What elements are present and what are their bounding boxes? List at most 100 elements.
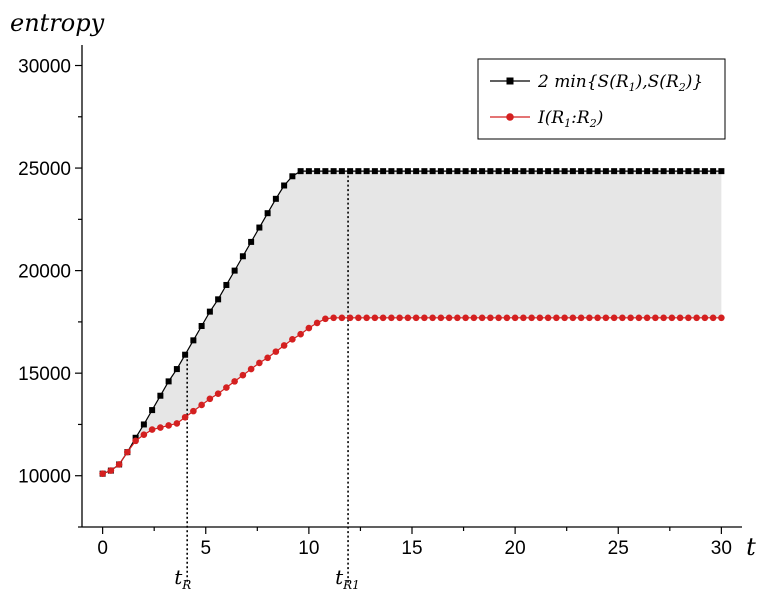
data-point-square [256, 224, 263, 231]
data-point-square [314, 168, 321, 175]
x-tick-label: 30 [711, 538, 732, 559]
legend-label-red-sub2: 2 [589, 117, 597, 130]
data-point-circle [619, 314, 626, 322]
data-point-square [206, 308, 213, 315]
data-point-circle [610, 314, 618, 322]
data-point-circle [421, 314, 428, 322]
data-point-square [190, 337, 197, 344]
data-point-square [223, 281, 230, 288]
data-point-circle [264, 354, 271, 362]
data-point-circle [124, 448, 131, 456]
data-point-circle [165, 422, 172, 429]
data-point-square [710, 168, 717, 175]
data-point-circle [495, 314, 502, 322]
data-point-circle [511, 314, 519, 322]
data-point-circle [379, 314, 387, 322]
data-point-circle [371, 314, 379, 322]
data-point-square [693, 168, 700, 175]
data-point-square [421, 168, 428, 175]
data-point-circle [140, 431, 148, 439]
data-point-circle [718, 314, 725, 322]
data-point-square [652, 168, 659, 175]
data-point-square [503, 168, 510, 175]
legend-label-black: 2 min{S(R1),S(R2)} [537, 72, 703, 94]
data-point-circle [330, 314, 337, 322]
data-point-square [305, 168, 312, 175]
vertical-marker-subscript-0: R [181, 578, 191, 592]
data-point-square [437, 168, 444, 175]
legend-square-marker [506, 77, 514, 85]
legend-label-red-a: I(R [537, 108, 564, 128]
data-point-circle [569, 314, 577, 322]
shaded-area [102, 171, 722, 474]
data-point-circle [668, 314, 676, 322]
data-point-circle [198, 401, 205, 409]
data-point-circle [404, 314, 412, 322]
data-point-circle [660, 314, 667, 322]
data-point-circle [297, 330, 304, 338]
data-point-square [545, 168, 552, 175]
y-tick-label: 30000 [18, 57, 71, 78]
data-point-square [578, 168, 585, 175]
data-point-circle [536, 314, 544, 322]
legend: 2 min{S(R1),S(R2)} I(R1:R2) [477, 58, 726, 140]
data-point-square [363, 168, 370, 175]
series-layer [99, 168, 725, 477]
data-point-circle [173, 420, 181, 427]
data-point-circle [115, 461, 123, 468]
data-point-circle [701, 314, 709, 322]
data-point-circle [107, 467, 115, 474]
legend-label-black-b: ),S(R [635, 72, 679, 92]
data-point-square [198, 322, 205, 329]
data-point-square [347, 168, 354, 175]
data-point-circle [355, 314, 362, 322]
data-point-circle [412, 314, 420, 322]
data-point-circle [99, 470, 106, 477]
x-tick-label: 20 [505, 538, 526, 559]
data-point-circle [594, 314, 601, 322]
x-axis-title: t [746, 533, 756, 561]
data-point-square [149, 407, 156, 414]
x-tick-label: 15 [401, 538, 422, 559]
data-point-square [388, 168, 395, 175]
shaded-region [102, 171, 722, 474]
data-point-square [231, 267, 238, 274]
data-point-square [239, 253, 246, 260]
data-point-square [281, 182, 288, 189]
vertical-marker-letter-1: t [335, 565, 344, 589]
data-point-square [594, 168, 601, 175]
legend-entry-red: I(R1:R2) [490, 108, 603, 130]
y-tick-label: 10000 [18, 467, 71, 488]
legend-label-red-c: ) [596, 108, 604, 128]
data-point-circle [157, 424, 164, 431]
data-point-circle [693, 314, 700, 322]
data-point-circle [223, 384, 230, 391]
series-line-0 [102, 170, 722, 475]
y-axis-title: entropy [10, 9, 105, 37]
data-point-square [660, 168, 667, 175]
data-point-circle [561, 314, 568, 322]
data-point-square [371, 168, 378, 175]
data-point-square [173, 366, 180, 373]
data-point-square [157, 392, 164, 399]
data-point-square [182, 351, 189, 358]
data-point-circle [363, 314, 370, 322]
data-point-circle [643, 314, 651, 322]
data-point-square [701, 168, 708, 175]
vertical-marker-label-0: tR [174, 565, 191, 592]
data-point-circle [652, 314, 659, 322]
data-point-square [677, 168, 684, 175]
data-point-square [512, 168, 519, 175]
data-point-circle [437, 314, 445, 322]
vertical-marker-labels: tR tR1 [174, 565, 360, 592]
data-point-circle [231, 378, 238, 385]
data-point-circle [313, 319, 321, 327]
data-point-circle [280, 342, 288, 349]
data-point-square [553, 168, 560, 175]
x-tick-label: 10 [298, 538, 319, 559]
data-point-circle [445, 314, 453, 322]
data-point-square [462, 168, 469, 175]
data-point-square [536, 168, 543, 175]
data-point-circle [256, 359, 263, 367]
